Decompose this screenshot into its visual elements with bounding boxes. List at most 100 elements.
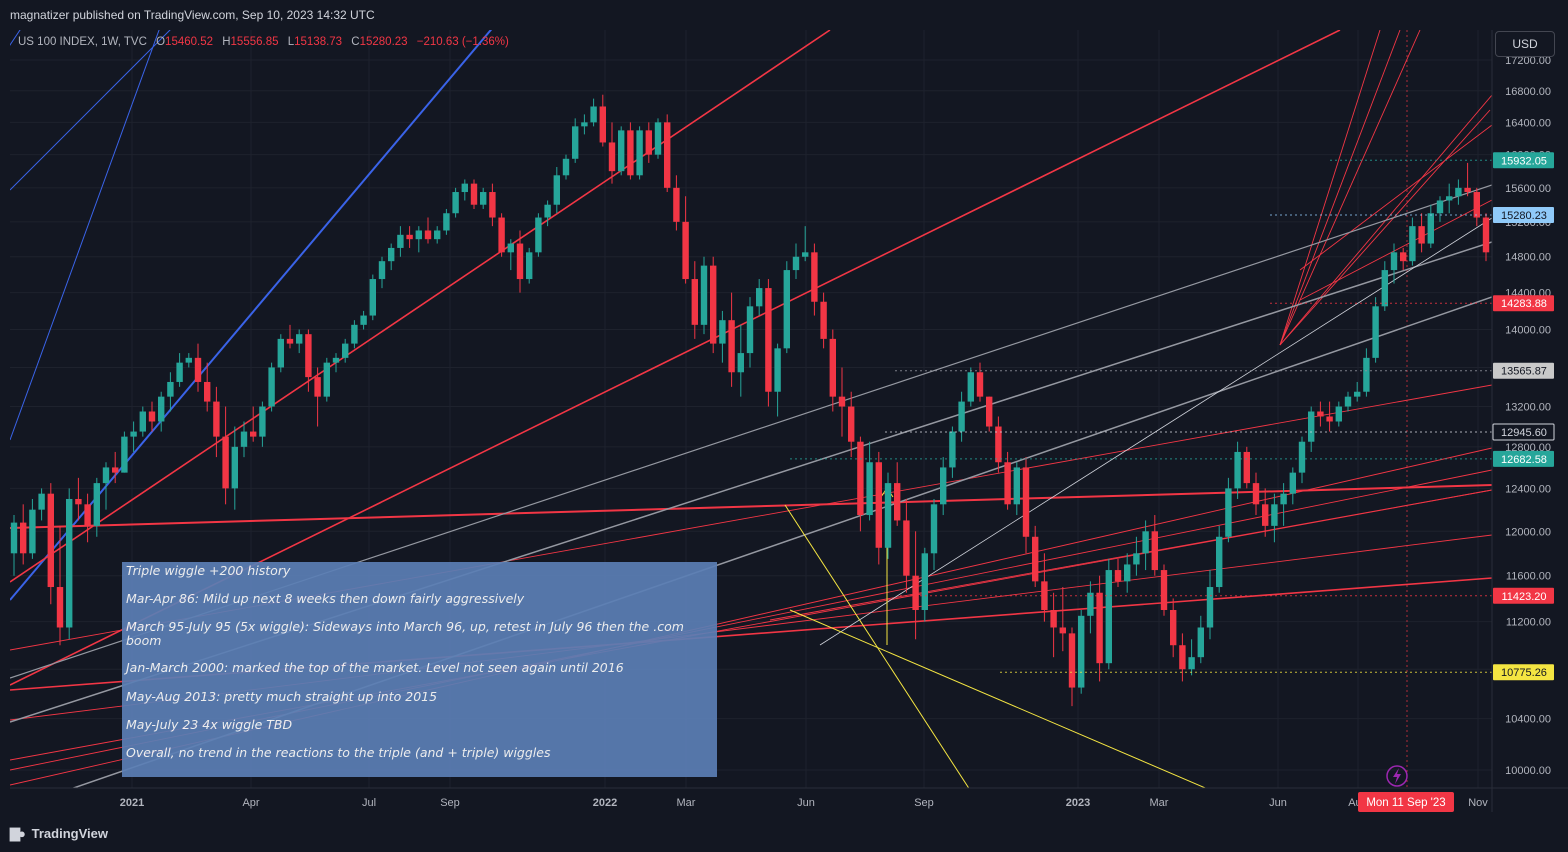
candle-body — [930, 504, 938, 554]
candle-body — [231, 446, 238, 489]
candle-body — [1243, 451, 1250, 484]
candle — [912, 531, 919, 640]
candle — [1446, 183, 1453, 214]
candle — [305, 329, 312, 392]
y-tick-label: 10400.00 — [1505, 714, 1551, 726]
footer-bar — [0, 820, 1568, 852]
candle — [526, 247, 533, 284]
candle-body — [949, 431, 956, 468]
y-tick-label: 17200.00 — [1505, 55, 1551, 67]
red-trend-line — [1279, 30, 1421, 346]
tradingview-logo[interactable]: ▇● TradingView — [10, 826, 108, 842]
candle — [875, 451, 882, 565]
candle — [167, 372, 174, 412]
close-value: 15280.23 — [359, 36, 408, 48]
candle — [259, 401, 266, 447]
candle-body — [1354, 391, 1361, 397]
candle-body — [158, 396, 165, 422]
candle-body — [20, 522, 27, 554]
candle-body — [351, 324, 358, 344]
candle-body — [618, 130, 625, 172]
price-label-box — [1492, 423, 1555, 441]
alert-bolt-icon[interactable] — [1386, 765, 1408, 787]
price-label: 12945.60 — [1501, 427, 1547, 439]
candle-body — [1170, 609, 1177, 646]
candle-body — [921, 553, 928, 610]
candle — [756, 279, 763, 316]
red-trend-line — [1279, 30, 1401, 346]
candle — [802, 226, 809, 262]
candle — [443, 208, 450, 235]
candle — [1326, 401, 1333, 432]
candle — [1234, 441, 1241, 499]
candle — [1418, 213, 1425, 253]
candle — [323, 357, 330, 402]
candle — [765, 279, 772, 407]
candle — [710, 256, 717, 354]
candle-body — [802, 252, 809, 257]
candle — [1059, 587, 1066, 652]
candle — [1142, 520, 1149, 571]
y-tick-label: 10000.00 — [1505, 765, 1551, 777]
candle-body — [590, 106, 597, 123]
candle — [1271, 493, 1278, 543]
candle-body — [1464, 187, 1471, 193]
annotation-note[interactable]: Triple wiggle +200 history Mar-Apr 86: M… — [122, 562, 717, 777]
candle — [949, 426, 956, 478]
candle-body — [434, 230, 441, 240]
candle-body — [47, 493, 54, 588]
candle — [130, 421, 137, 452]
candle — [1124, 553, 1131, 593]
candle-body — [636, 130, 643, 176]
candle-body — [461, 183, 468, 193]
candle-body — [388, 247, 395, 262]
candle — [480, 187, 487, 209]
candle — [452, 187, 459, 218]
candle — [884, 472, 892, 559]
candle — [986, 396, 993, 432]
candle — [590, 98, 597, 127]
candle-body — [1225, 488, 1232, 537]
yellow-trend-line — [789, 609, 1207, 788]
candle-body — [415, 230, 422, 240]
candle-body — [102, 467, 110, 484]
cursor-date-box — [1358, 792, 1454, 812]
candle-body — [1372, 306, 1379, 358]
candle — [139, 406, 146, 437]
y-tick-label: 16400.00 — [1505, 117, 1551, 129]
x-tick-label: Sep — [440, 797, 460, 809]
candle — [1372, 297, 1379, 363]
candle — [774, 343, 781, 417]
candle — [903, 498, 910, 593]
candle-body — [452, 192, 459, 214]
candle — [866, 441, 873, 521]
candle — [1032, 525, 1039, 588]
candle-body — [1308, 411, 1315, 442]
candle-body — [1455, 187, 1462, 197]
candle — [415, 226, 422, 253]
candle — [1216, 525, 1223, 593]
currency-button[interactable]: USD — [1495, 31, 1555, 57]
candle-body — [332, 357, 340, 363]
price-label-box — [1493, 295, 1554, 312]
symbol-legend: US 100 INDEX, 1W, TVC O15460.52 H15556.8… — [18, 36, 509, 48]
candle-body — [1381, 270, 1388, 307]
candle — [673, 175, 680, 231]
candle — [682, 196, 689, 284]
candle — [250, 406, 257, 442]
note-line: Mar-Apr 86: Mild up next 8 weeks then do… — [126, 591, 525, 606]
candle-body — [765, 288, 772, 392]
candle — [66, 488, 73, 640]
candle — [286, 324, 294, 349]
candle — [38, 488, 45, 521]
candle-body — [93, 483, 100, 526]
high-label: H — [222, 36, 231, 48]
candle-body — [710, 265, 717, 344]
candle-body — [176, 362, 183, 382]
x-tick-label: 2021 — [120, 797, 144, 809]
candle-body — [139, 411, 146, 432]
candle — [29, 498, 36, 559]
note-line: March 95-July 95 (5x wiggle): Sideways i… — [126, 619, 684, 634]
low-value: 15138.73 — [294, 36, 343, 48]
